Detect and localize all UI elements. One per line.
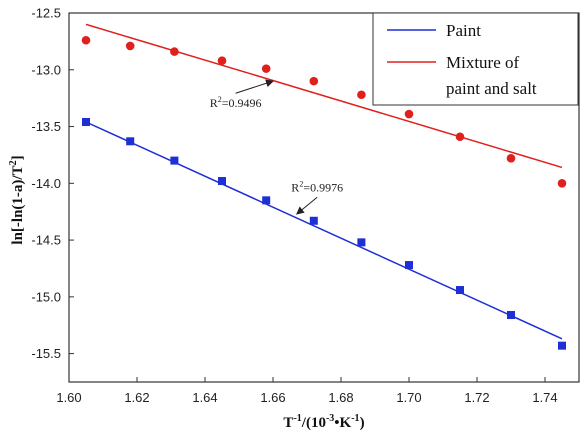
data-point-mixture bbox=[261, 64, 271, 73]
x-tick-label: 1.68 bbox=[328, 390, 353, 405]
fit-lines bbox=[85, 23, 563, 340]
r-squared-arrow-mixture bbox=[235, 79, 274, 94]
data-point-paint bbox=[126, 137, 135, 146]
y-tick-label: -15.5 bbox=[31, 346, 61, 361]
data-point-mixture bbox=[506, 154, 516, 163]
data-point-mixture bbox=[81, 35, 91, 45]
y-tick-label: -13.5 bbox=[31, 119, 61, 134]
data-point-paint bbox=[309, 216, 318, 225]
data-point-paint bbox=[170, 156, 179, 165]
y-tick-label: -14.5 bbox=[31, 233, 61, 248]
fit-line-paint bbox=[85, 121, 563, 340]
legend-box bbox=[372, 12, 579, 106]
data-point-paint bbox=[405, 261, 413, 270]
x-axis-title: T-1/(10-3•K-1) bbox=[283, 413, 364, 431]
x-tick-label: 1.64 bbox=[192, 390, 217, 405]
data-markers bbox=[81, 35, 567, 350]
data-point-paint bbox=[262, 196, 271, 205]
legend-mixture-label-line2: paint and salt bbox=[446, 79, 537, 98]
y-axis-title: ln[-ln(1-a)/T2] bbox=[8, 155, 26, 244]
data-point-paint bbox=[558, 341, 566, 350]
data-point-paint bbox=[357, 238, 366, 247]
y-tick-label: -14.0 bbox=[31, 176, 61, 191]
data-point-mixture bbox=[357, 90, 366, 100]
x-tick-label: 1.74 bbox=[532, 390, 557, 405]
legend: Paint Mixture of paint and salt bbox=[372, 12, 579, 106]
legend-mixture-label-line1: Mixture of bbox=[446, 53, 520, 72]
data-point-paint bbox=[218, 177, 226, 186]
x-tick-label: 1.72 bbox=[464, 390, 489, 405]
data-point-mixture bbox=[404, 109, 414, 119]
x-tick-label: 1.60 bbox=[56, 390, 81, 405]
legend-paint-label: Paint bbox=[446, 21, 481, 40]
plot-frame bbox=[68, 12, 580, 383]
data-point-mixture bbox=[217, 56, 227, 65]
axis-ticks: 1.60 1.62 1.64 1.66 1.68 1.70 1.72 1.74 -12.5 -13… bbox=[31, 6, 557, 406]
r-squared-label-mixture: R2=0.9496 bbox=[210, 95, 262, 110]
fit-line-mixture bbox=[85, 23, 563, 169]
data-point-mixture bbox=[170, 47, 179, 56]
x-tick-label: 1.70 bbox=[396, 390, 421, 405]
x-tick-label: 1.62 bbox=[124, 390, 149, 405]
data-point-paint bbox=[82, 117, 90, 126]
data-point-paint bbox=[507, 311, 515, 320]
x-tick-label: 1.66 bbox=[260, 390, 285, 405]
y-tick-label: -12.5 bbox=[31, 6, 61, 21]
annotations: R2=0.9976 R2=0.9496 bbox=[210, 79, 343, 215]
data-point-mixture bbox=[125, 41, 135, 51]
r-squared-label-paint: R2=0.9976 bbox=[291, 179, 343, 194]
y-tick-label: -15.0 bbox=[31, 289, 61, 304]
data-point-mixture bbox=[309, 76, 319, 86]
data-point-paint bbox=[456, 286, 464, 295]
data-point-mixture bbox=[557, 179, 567, 188]
y-tick-label: -13.0 bbox=[31, 62, 61, 77]
data-point-mixture bbox=[455, 132, 465, 142]
r-squared-arrow-paint bbox=[296, 196, 318, 215]
